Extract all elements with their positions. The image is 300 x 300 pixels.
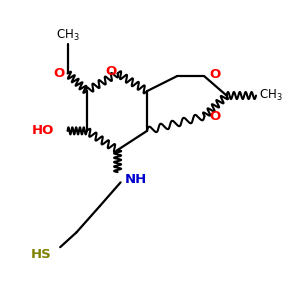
Text: O: O (53, 67, 64, 80)
Text: CH$_3$: CH$_3$ (56, 27, 80, 43)
Text: HO: HO (32, 124, 54, 137)
Text: O: O (105, 65, 116, 79)
Text: O: O (209, 68, 220, 81)
Text: CH$_3$: CH$_3$ (259, 88, 283, 103)
Text: O: O (209, 110, 220, 123)
Text: NH: NH (125, 173, 147, 186)
Text: HS: HS (31, 248, 51, 261)
